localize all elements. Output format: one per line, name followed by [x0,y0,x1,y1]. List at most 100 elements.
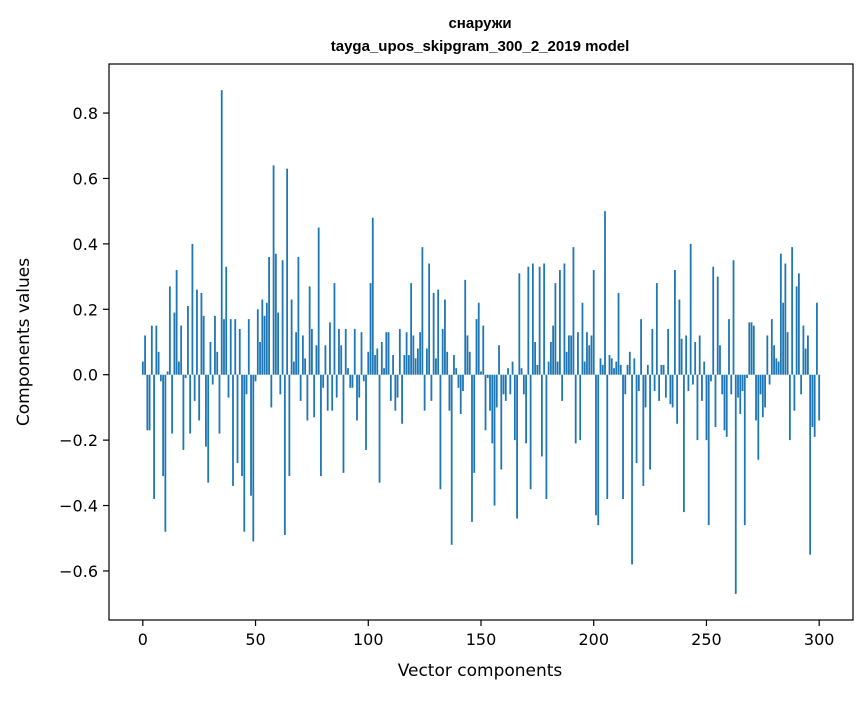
x-axis-label: Vector components [398,661,563,681]
bar [579,374,582,441]
bar [527,266,530,375]
bar [570,335,573,375]
bar [608,355,611,375]
bar [710,374,712,382]
bar [281,260,284,375]
bar [649,374,651,470]
bar [482,325,485,375]
bar [556,361,559,375]
bar [223,319,225,375]
bar [719,345,721,375]
bar [360,332,363,375]
bar [743,374,746,526]
bar [619,364,622,375]
bar [308,286,311,375]
bar [748,322,751,375]
bar [378,374,381,483]
bar [696,374,699,441]
bar [599,358,602,375]
bar [635,374,638,464]
bar [369,283,372,375]
bar [297,256,300,375]
bar [376,348,379,375]
bar [279,374,282,395]
bar [234,319,237,375]
bar [626,364,629,375]
bar [498,345,500,375]
bar [286,168,289,375]
bar [784,263,787,375]
bar [773,345,775,375]
y-axis-ticks: −0.6 −0.4 −0.2 0.0 0.2 0.4 0.6 0.8 [59,104,109,581]
bar [218,374,221,434]
bar [453,355,455,375]
bar [347,368,349,375]
bar [419,332,422,375]
bar [804,348,807,375]
bar [189,374,192,434]
bar [236,374,239,464]
bar [592,270,595,375]
bar [428,263,431,375]
bar [439,374,442,490]
bar [545,374,548,499]
bar [739,374,742,414]
bar [707,374,710,526]
x-tick-label: 200 [578,630,609,649]
bar [292,361,295,375]
bar [507,368,509,375]
y-tick-label: −0.2 [59,431,98,450]
bar [538,266,541,375]
bar [477,302,480,375]
bar [617,292,620,375]
bar [432,292,435,375]
bars-group [141,90,821,594]
bar [622,374,624,499]
bar [676,374,679,424]
bar [755,374,757,421]
bar [358,374,361,398]
bar [525,374,527,444]
bar [712,266,715,375]
bar [342,374,345,473]
bar [723,374,726,431]
bar [536,364,539,375]
bar [737,374,739,398]
bar [509,374,512,395]
bar [520,368,523,375]
bar [531,263,534,375]
bar [263,315,266,375]
bar [211,374,214,385]
bar [468,351,471,375]
bar [464,279,467,375]
bar [746,374,748,378]
x-tick-label: 300 [804,630,835,649]
bar [238,328,241,375]
bar [721,374,724,395]
bar [457,374,460,388]
bar [757,374,760,460]
bar [644,374,647,408]
bar [410,283,413,375]
bar [574,374,577,444]
x-tick-label: 150 [466,630,497,649]
bar [329,322,331,375]
bar [164,374,167,532]
bar [561,374,564,401]
bar [624,374,627,395]
bar [182,374,185,450]
bar [816,302,818,375]
bar [786,332,789,375]
bar [383,368,385,375]
bar [586,332,588,375]
bar [664,374,667,398]
bar [752,325,755,375]
bar [200,292,203,375]
bar [581,302,584,375]
bar [367,351,370,375]
bar [547,361,550,375]
bar [554,283,557,375]
bar [516,374,518,519]
bar [331,374,334,411]
